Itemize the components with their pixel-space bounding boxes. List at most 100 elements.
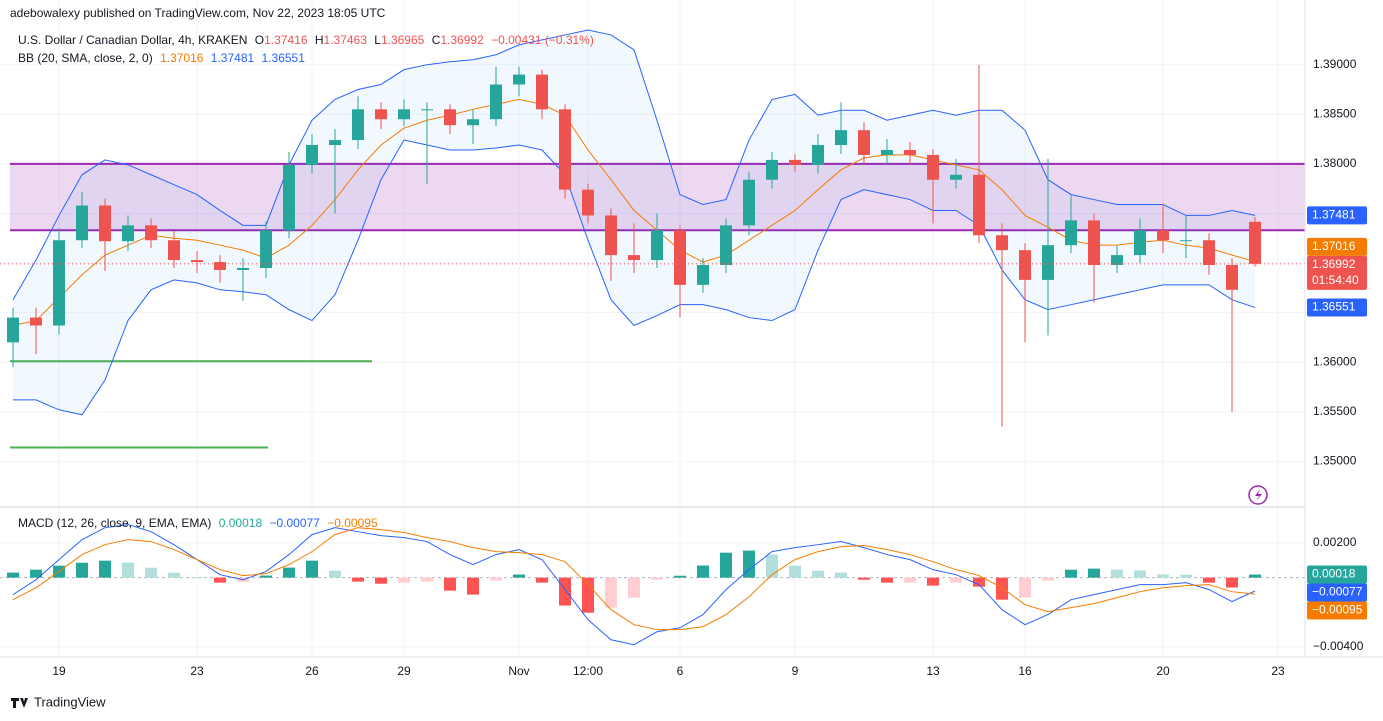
candle-body — [789, 159, 801, 165]
candle-body — [283, 164, 295, 231]
macd-hist-bar — [76, 562, 88, 578]
candle-body — [306, 145, 318, 165]
macd-hist-bar — [697, 565, 709, 578]
candle-body — [743, 179, 755, 226]
publish-text: adebowalexy published on TradingView.com… — [10, 6, 386, 20]
basis-badge — [1307, 237, 1367, 256]
x-tick-label: 19 — [52, 664, 66, 678]
macd-hist-bar — [835, 572, 847, 578]
publish-note: adebowalexy published on TradingView.com… — [10, 6, 389, 20]
candle-body — [1226, 265, 1238, 290]
macd-hist-bar — [145, 567, 157, 578]
macd-hist-bar — [1134, 570, 1146, 578]
macd-hist-bar — [605, 577, 617, 608]
x-tick-label: 16 — [1018, 664, 1032, 678]
macd-hist-bar — [168, 572, 180, 578]
candle-body — [99, 205, 111, 242]
signal-value: −0.00095 — [327, 516, 378, 530]
candle-body — [1065, 220, 1077, 246]
macd-hist-bar — [283, 567, 295, 578]
macd-hist-bar — [122, 562, 134, 578]
candle-body — [628, 255, 640, 261]
x-tick-label: 29 — [397, 664, 411, 678]
candle-body — [697, 265, 709, 285]
candle-body — [536, 74, 548, 110]
change: −0.00431 (−0.31%) — [491, 33, 594, 47]
candle-body — [1157, 230, 1169, 241]
macd-badge-text: −0.00077 — [1312, 585, 1363, 599]
candle-body — [858, 130, 870, 155]
macd-hist-bar — [881, 577, 893, 583]
candle-body — [835, 130, 847, 146]
macd-hist-bar — [559, 577, 571, 606]
h-letter: H — [314, 33, 324, 47]
candle-body — [191, 260, 203, 263]
macd-hist-bar — [329, 570, 341, 578]
candle-body — [1111, 255, 1123, 266]
macd-hist-bar — [260, 575, 272, 578]
hist-badge-text: 0.00018 — [1312, 567, 1356, 581]
macd-hist-bar — [1180, 574, 1192, 578]
x-tick-label: 20 — [1156, 664, 1170, 678]
macd-tick-label: −0.00400 — [1313, 639, 1364, 653]
o-value: 1.37416 — [264, 33, 308, 47]
y-tick-label: 1.36000 — [1313, 354, 1357, 368]
macd-hist-bar — [996, 577, 1008, 600]
upper-badge — [1307, 206, 1367, 225]
macd-hist-bar — [743, 550, 755, 578]
y-tick-label: 1.38000 — [1313, 156, 1357, 170]
candle-body — [1180, 240, 1192, 242]
candle-body — [421, 109, 433, 111]
alert-bolt — [1255, 489, 1262, 501]
macd-hist-bar — [191, 577, 203, 579]
macd-hist-bar — [1226, 577, 1238, 588]
macd-hist-bar — [352, 577, 364, 582]
candle-body — [375, 109, 387, 120]
macd-hist-bar — [950, 577, 962, 583]
candle-body — [1203, 240, 1215, 266]
c-letter: C — [431, 33, 441, 47]
macd-hist-bar — [444, 577, 456, 591]
candle-body — [1042, 245, 1054, 280]
macd-tick-label: 0.00200 — [1313, 535, 1357, 549]
y-tick-label: 1.35500 — [1313, 404, 1357, 418]
macd-hist-bar — [674, 575, 686, 578]
candle-body — [467, 119, 479, 126]
candle-body — [950, 174, 962, 180]
candle-body — [651, 230, 663, 261]
x-tick-label: 23 — [190, 664, 204, 678]
macd-hist-bar — [99, 560, 111, 578]
macd-hist-bar — [421, 577, 433, 582]
bb-basis-value: 1.37016 — [160, 51, 204, 65]
macd-hist-bar — [375, 577, 387, 584]
candle-body — [7, 317, 19, 343]
l-letter: L — [374, 33, 381, 47]
macd-signal — [12, 527, 1256, 631]
bb-lower-value: 1.36551 — [261, 51, 305, 65]
x-tick-label: 12:00 — [573, 664, 603, 678]
macd-hist-bar — [628, 577, 640, 598]
macd-hist-bar — [904, 577, 916, 583]
candle-body — [214, 262, 226, 270]
bb-label: BB (20, SMA, close, 2, 0) — [18, 51, 153, 65]
candle-body — [766, 159, 778, 180]
macd-hist-bar — [7, 572, 19, 578]
macd-hist-bar — [789, 565, 801, 578]
macd-hist-bar — [720, 552, 732, 578]
macd-hist-bar — [1019, 577, 1031, 598]
candle-body — [904, 149, 916, 155]
macd-hist-bar — [467, 577, 479, 595]
macd-hist-bar — [858, 577, 870, 580]
candle-body — [122, 225, 134, 242]
macd-label: MACD (12, 26, close, 9, EMA, EMA) — [18, 516, 212, 530]
candle-body — [582, 189, 594, 216]
candle-body — [444, 109, 456, 126]
h-value: 1.37463 — [323, 33, 367, 47]
alert-icon[interactable] — [1248, 485, 1268, 505]
lower-badge — [1307, 298, 1367, 317]
candle-body — [513, 74, 525, 85]
macd-hist-bar — [927, 577, 939, 586]
macd-hist-bar — [582, 577, 594, 613]
macd-hist-bar — [214, 577, 226, 583]
